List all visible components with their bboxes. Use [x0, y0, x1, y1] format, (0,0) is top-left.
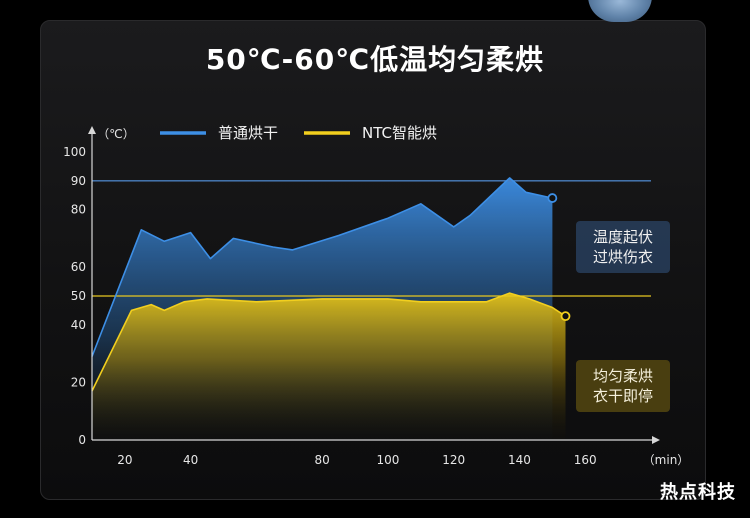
- y-tick-label: 100: [63, 145, 86, 159]
- series-end-marker-2: [560, 311, 571, 322]
- y-axis-label: （℃）: [97, 127, 134, 141]
- legend-label-1: 普通烘干: [218, 124, 278, 142]
- y-tick-label: 80: [71, 203, 86, 217]
- y-tick-label: 90: [71, 174, 86, 188]
- x-tick-label: 100: [376, 453, 399, 467]
- callout-line: 温度起伏: [592, 228, 653, 246]
- x-axis-label: （min）: [643, 453, 690, 467]
- series-area-2: [92, 293, 566, 440]
- y-tick-label: 50: [71, 289, 86, 303]
- x-tick-label: 80: [315, 453, 330, 467]
- watermark: 热点科技: [660, 482, 736, 503]
- y-tick-label: 20: [71, 375, 86, 389]
- mascot-fragment: [588, 0, 652, 22]
- y-tick-label: 40: [71, 318, 86, 332]
- y-tick-label: 0: [78, 433, 86, 447]
- x-tick-label: 120: [442, 453, 465, 467]
- callout-line: 均匀柔烘: [592, 367, 653, 385]
- y-tick-label: 60: [71, 260, 86, 274]
- callout-line: 过烘伤衣: [592, 248, 653, 266]
- x-tick-label: 40: [183, 453, 198, 467]
- chart-title: 50℃-60℃低温均匀柔烘: [205, 43, 545, 76]
- y-axis-arrow: [88, 126, 96, 134]
- callout-line: 衣干即停: [592, 387, 653, 405]
- x-axis-arrow: [652, 436, 660, 444]
- series-end-marker-1: [547, 193, 558, 203]
- series-line-1: [91, 177, 553, 357]
- callout-normal-drying: 温度起伏 过烘伤衣: [576, 221, 670, 273]
- callout-ntc-drying: 均匀柔烘 衣干即停: [576, 360, 670, 412]
- x-tick-label: 140: [508, 453, 531, 467]
- x-tick-label: 20: [117, 453, 132, 467]
- legend-label-2: NTC智能烘: [362, 124, 437, 142]
- series-line-2: [91, 292, 566, 392]
- x-tick-label: 160: [574, 453, 597, 467]
